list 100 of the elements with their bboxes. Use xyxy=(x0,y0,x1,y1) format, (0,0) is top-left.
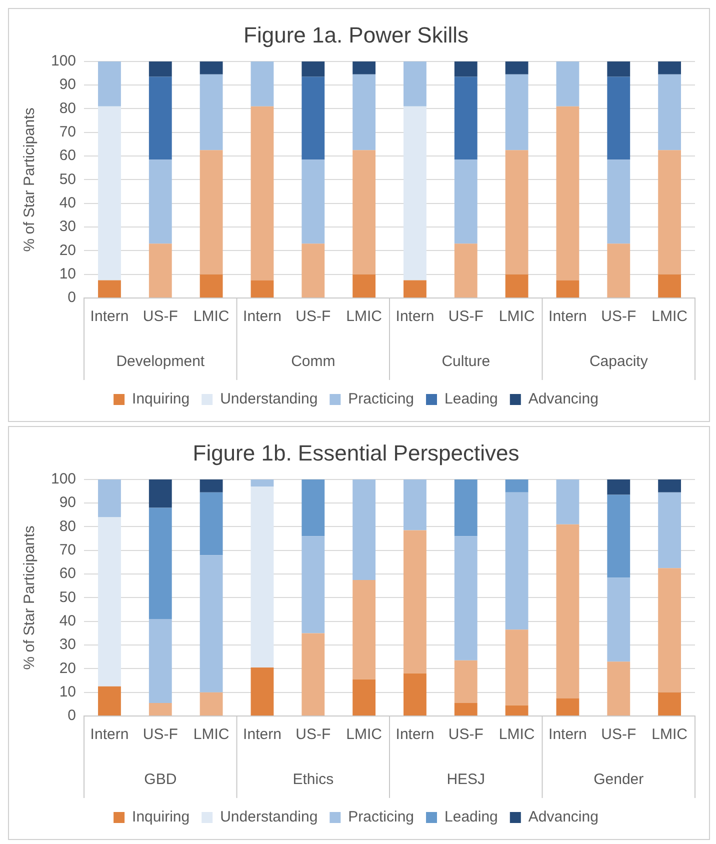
bar xyxy=(98,686,121,716)
bar xyxy=(200,274,223,298)
legend-label: Inquiring xyxy=(132,390,190,408)
bar xyxy=(200,479,223,492)
bar xyxy=(302,61,325,77)
y-tick-label: 100 xyxy=(50,52,76,70)
bar xyxy=(658,492,681,568)
y-tick-label: 100 xyxy=(50,470,76,488)
y-axis-title: % of Star Participants xyxy=(21,108,38,252)
x-tick-label: LMIC xyxy=(346,726,382,744)
bar xyxy=(658,150,681,274)
text: Ethics xyxy=(292,771,334,788)
chart-title: Figure 1b. Essential Perspectives xyxy=(192,440,520,466)
y-tick-label: 90 xyxy=(59,76,76,94)
bar xyxy=(556,61,580,106)
bar xyxy=(658,568,681,692)
bar xyxy=(352,61,376,74)
y-tick-label: 70 xyxy=(59,542,76,559)
bar xyxy=(505,492,528,630)
x-tick-label: US-F xyxy=(142,726,178,744)
y-tick-label: 50 xyxy=(59,588,76,606)
bar xyxy=(404,530,426,674)
y-tick-label: 40 xyxy=(59,612,76,630)
y-tick-label: 20 xyxy=(59,242,76,259)
text: Comm xyxy=(291,353,336,370)
legend-label: Advancing xyxy=(528,390,598,408)
y-tick-label: 10 xyxy=(59,265,76,282)
x-tick-label: US-F xyxy=(296,726,331,744)
x-tick-label: US-F xyxy=(448,726,484,744)
x-tick-label: Intern xyxy=(243,726,282,744)
x-tick-label: LMIC xyxy=(193,308,230,326)
bar xyxy=(607,244,630,298)
legend-label: Understanding xyxy=(220,808,318,826)
bar xyxy=(404,479,426,530)
x-tick-label: Intern xyxy=(90,726,129,744)
legend-label: Leading xyxy=(444,808,498,826)
bar xyxy=(658,61,681,74)
bar xyxy=(250,61,274,106)
bar xyxy=(556,524,580,698)
bar xyxy=(505,479,528,492)
bar xyxy=(352,679,376,716)
chart-title: Figure 1a. Power Skills xyxy=(244,22,468,48)
x-tick-label: LMIC xyxy=(498,308,535,326)
bar xyxy=(200,74,223,150)
bar xyxy=(454,76,478,160)
bar xyxy=(658,74,681,150)
legend-label: Understanding xyxy=(220,390,318,408)
bar xyxy=(658,479,681,492)
x-tick-label: US-F xyxy=(296,308,331,326)
y-tick-label: 50 xyxy=(59,170,76,188)
x-tick-label: Intern xyxy=(548,308,587,326)
bar xyxy=(352,74,376,150)
bar xyxy=(148,76,172,160)
text: Culture xyxy=(442,353,490,370)
bar xyxy=(505,630,528,706)
y-tick-label: 80 xyxy=(59,100,76,117)
text: Capacity xyxy=(589,353,648,370)
bar xyxy=(607,494,630,578)
bar xyxy=(505,150,528,274)
bar xyxy=(505,705,528,716)
bar xyxy=(454,479,478,536)
bar xyxy=(250,280,274,298)
bar xyxy=(352,479,376,580)
legend-label: Practicing xyxy=(348,390,414,408)
bar xyxy=(148,618,172,703)
text: GBD xyxy=(144,771,177,788)
text: Gender xyxy=(594,771,644,788)
bar xyxy=(302,633,325,716)
x-tick-label: Intern xyxy=(90,308,129,326)
bar xyxy=(302,479,325,536)
bar xyxy=(302,76,325,160)
legend-label: Leading xyxy=(444,390,498,408)
bar xyxy=(200,61,223,74)
bar xyxy=(352,274,376,298)
bar xyxy=(454,244,478,298)
y-tick-label: 30 xyxy=(59,218,76,236)
bar xyxy=(505,61,528,74)
bar xyxy=(454,660,478,703)
y-tick-label: 30 xyxy=(59,636,76,654)
text: Development xyxy=(116,353,206,370)
legend-label: Practicing xyxy=(348,808,414,826)
x-tick-label: US-F xyxy=(601,726,636,744)
x-tick-label: US-F xyxy=(448,308,484,326)
bar xyxy=(556,106,580,280)
bar xyxy=(98,517,121,686)
bar xyxy=(404,673,426,716)
y-tick-label: 0 xyxy=(68,289,76,306)
bar xyxy=(148,160,172,244)
legend-label: Inquiring xyxy=(132,808,190,826)
bar xyxy=(404,61,426,106)
x-tick-label: Intern xyxy=(243,308,282,326)
bar xyxy=(148,244,172,298)
bar xyxy=(148,479,172,508)
bar xyxy=(98,280,121,298)
y-tick-label: 20 xyxy=(59,660,76,677)
bar xyxy=(98,479,121,518)
bar xyxy=(454,702,478,716)
bar xyxy=(404,106,426,280)
x-tick-label: Intern xyxy=(548,726,587,744)
x-tick-label: Intern xyxy=(396,726,434,744)
